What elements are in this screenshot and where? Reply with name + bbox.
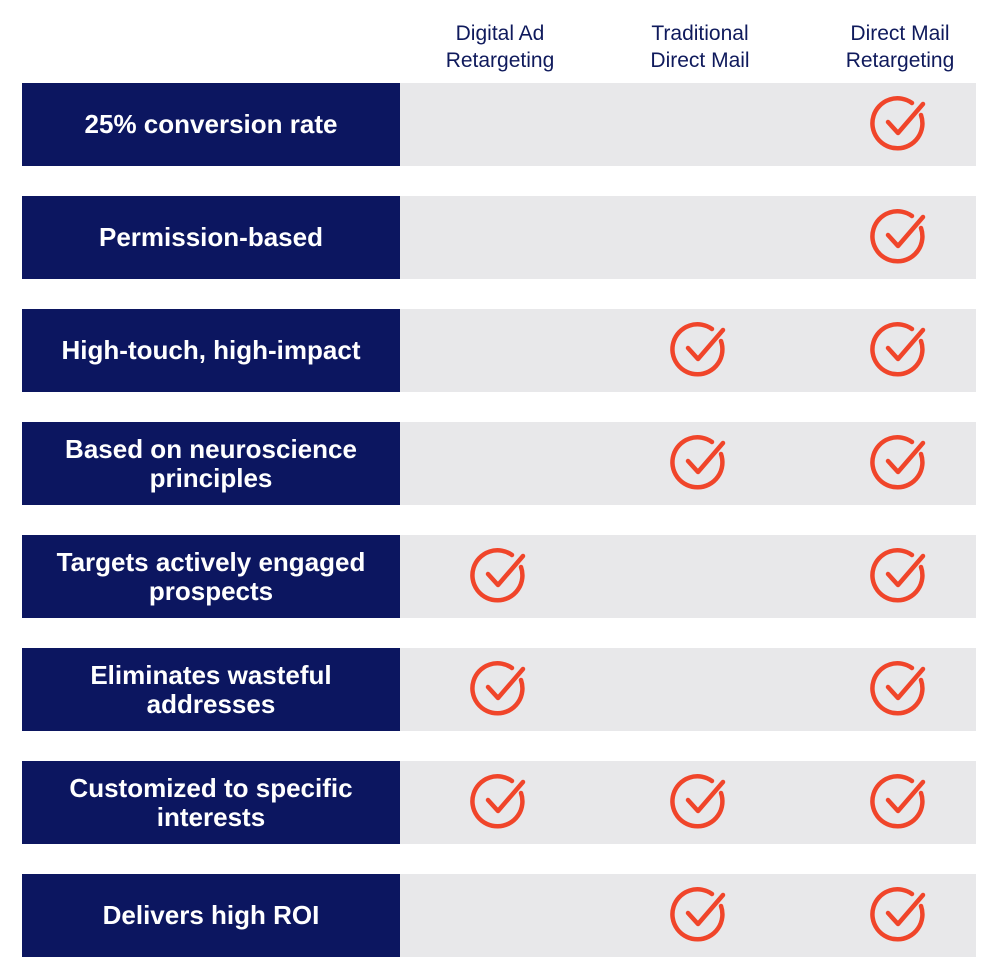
cell-digital-ad <box>400 422 600 505</box>
circle-check-icon <box>869 94 931 156</box>
feature-label: Customized to specific interests <box>22 761 400 844</box>
feature-label: Delivers high ROI <box>22 874 400 957</box>
circle-check-icon <box>669 433 731 495</box>
column-header-line2: Direct Mail <box>650 49 750 72</box>
cell-traditional-mail <box>600 535 800 618</box>
circle-check-icon <box>869 885 931 947</box>
comparison-row: Customized to specific interests <box>22 761 976 844</box>
cell-traditional-mail <box>600 196 800 279</box>
feature-label: Eliminates wasteful addresses <box>22 648 400 731</box>
column-header-direct-mail-retargeting: Direct Mail Retargeting <box>800 20 1000 74</box>
comparison-row: Delivers high ROI <box>22 874 976 957</box>
comparison-row: Targets actively engaged prospects <box>22 535 976 618</box>
circle-check-icon <box>869 433 931 495</box>
column-header-line1: Digital Ad <box>455 22 545 45</box>
comparison-row: Permission-based <box>22 196 976 279</box>
feature-label: Targets actively engaged prospects <box>22 535 400 618</box>
column-header-line1: Traditional <box>651 22 749 45</box>
comparison-row: Based on neuroscience principles <box>22 422 976 505</box>
circle-check-icon <box>669 772 731 834</box>
circle-check-icon <box>469 659 531 721</box>
cell-dm-retargeting <box>800 535 1000 618</box>
circle-check-icon <box>869 659 931 721</box>
circle-check-icon <box>669 320 731 382</box>
cell-dm-retargeting <box>800 422 1000 505</box>
circle-check-icon <box>869 546 931 608</box>
circle-check-icon <box>469 772 531 834</box>
circle-check-icon <box>469 546 531 608</box>
cell-digital-ad <box>400 196 600 279</box>
column-header-digital-ad-retargeting: Digital Ad Retargeting <box>400 20 600 74</box>
cell-traditional-mail <box>600 422 800 505</box>
column-header-traditional-direct-mail: Traditional Direct Mail <box>600 20 800 74</box>
cell-dm-retargeting <box>800 83 1000 166</box>
cell-traditional-mail <box>600 83 800 166</box>
cell-digital-ad <box>400 535 600 618</box>
circle-check-icon <box>669 885 731 947</box>
cell-digital-ad <box>400 309 600 392</box>
circle-check-icon <box>869 207 931 269</box>
feature-label: Based on neuroscience principles <box>22 422 400 505</box>
cell-dm-retargeting <box>800 196 1000 279</box>
column-header-line2: Retargeting <box>845 49 955 72</box>
circle-check-icon <box>869 772 931 834</box>
cell-traditional-mail <box>600 648 800 731</box>
cell-traditional-mail <box>600 874 800 957</box>
cell-digital-ad <box>400 874 600 957</box>
circle-check-icon <box>869 320 931 382</box>
column-header-line2: Retargeting <box>445 49 555 72</box>
cell-dm-retargeting <box>800 309 1000 392</box>
cell-dm-retargeting <box>800 648 1000 731</box>
cell-traditional-mail <box>600 309 800 392</box>
comparison-row: 25% conversion rate <box>22 83 976 166</box>
cell-traditional-mail <box>600 761 800 844</box>
column-header-line1: Direct Mail <box>850 22 950 45</box>
cell-digital-ad <box>400 83 600 166</box>
cell-digital-ad <box>400 648 600 731</box>
cell-digital-ad <box>400 761 600 844</box>
comparison-row: Eliminates wasteful addresses <box>22 648 976 731</box>
comparison-row: High-touch, high-impact <box>22 309 976 392</box>
feature-label: High-touch, high-impact <box>22 309 400 392</box>
cell-dm-retargeting <box>800 874 1000 957</box>
cell-dm-retargeting <box>800 761 1000 844</box>
feature-label: 25% conversion rate <box>22 83 400 166</box>
feature-label: Permission-based <box>22 196 400 279</box>
